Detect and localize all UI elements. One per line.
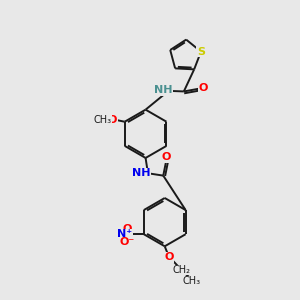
Text: O: O (199, 83, 208, 94)
Text: N⁺: N⁺ (116, 229, 132, 239)
Text: CH₂: CH₂ (173, 265, 191, 275)
Text: S: S (197, 46, 205, 57)
Text: CH₃: CH₃ (182, 276, 201, 286)
Text: O: O (161, 152, 171, 162)
Text: NH: NH (154, 85, 172, 95)
Text: NH: NH (132, 168, 151, 178)
Text: O: O (123, 224, 132, 235)
Text: O: O (108, 115, 117, 125)
Text: CH₃: CH₃ (94, 115, 112, 125)
Text: O: O (164, 253, 174, 262)
Text: O⁻: O⁻ (120, 237, 135, 247)
